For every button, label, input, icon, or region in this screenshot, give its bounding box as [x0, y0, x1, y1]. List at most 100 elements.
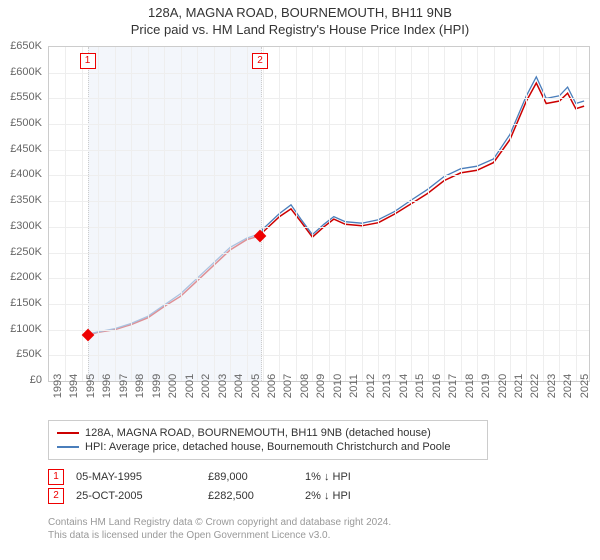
x-axis-tick: 2007 [282, 374, 294, 398]
sale-row-date: 05-MAY-1995 [76, 471, 196, 483]
sale-row-price: £89,000 [208, 471, 293, 483]
gridline-v [378, 47, 379, 381]
x-axis-tick: 1994 [68, 374, 80, 398]
x-axis-tick: 2003 [217, 374, 229, 398]
y-axis-tick: £300K [0, 220, 42, 232]
gridline-v [461, 47, 462, 381]
y-axis-tick: £0 [0, 374, 42, 386]
sale-marker-label: 2 [252, 53, 268, 69]
x-axis-tick: 2012 [365, 374, 377, 398]
gridline-v [263, 47, 264, 381]
gridline-v [477, 47, 478, 381]
gridline-v [329, 47, 330, 381]
gridline-v [526, 47, 527, 381]
chart-title: 128A, MAGNA ROAD, BOURNEMOUTH, BH11 9NB [0, 0, 600, 22]
gridline-v [345, 47, 346, 381]
gridline-v [559, 47, 560, 381]
x-axis-tick: 2019 [480, 374, 492, 398]
gridline-v [82, 47, 83, 381]
sale-row-hpi-delta: 1% ↓ HPI [305, 471, 395, 483]
gridline-v [411, 47, 412, 381]
legend-label: 128A, MAGNA ROAD, BOURNEMOUTH, BH11 9NB … [85, 427, 431, 439]
sale-row: 1 05-MAY-1995 £89,000 1% ↓ HPI [48, 469, 395, 485]
sale-row: 2 25-OCT-2005 £282,500 2% ↓ HPI [48, 488, 395, 504]
gridline-h [49, 253, 589, 254]
chart-legend: 128A, MAGNA ROAD, BOURNEMOUTH, BH11 9NB … [48, 420, 488, 460]
x-axis-tick: 2015 [414, 374, 426, 398]
x-axis-tick: 1993 [52, 374, 64, 398]
gridline-v [197, 47, 198, 381]
x-axis-tick: 2009 [315, 374, 327, 398]
x-axis-tick: 2004 [233, 374, 245, 398]
gridline-v [395, 47, 396, 381]
sale-row-hpi-delta: 2% ↓ HPI [305, 490, 395, 502]
x-axis-tick: 2008 [299, 374, 311, 398]
sale-row-number: 1 [48, 469, 64, 485]
x-axis-tick: 2021 [513, 374, 525, 398]
gridline-v [494, 47, 495, 381]
x-axis-tick: 2024 [562, 374, 574, 398]
gridline-v [148, 47, 149, 381]
gridline-v [181, 47, 182, 381]
gridline-v [296, 47, 297, 381]
gridline-h [49, 73, 589, 74]
gridline-v [428, 47, 429, 381]
x-axis-tick: 2014 [398, 374, 410, 398]
gridline-v [131, 47, 132, 381]
y-axis-tick: £50K [0, 348, 42, 360]
gridline-h [49, 201, 589, 202]
x-axis-tick: 2025 [579, 374, 591, 398]
gridline-v [576, 47, 577, 381]
x-axis-tick: 2016 [431, 374, 443, 398]
gridline-v [214, 47, 215, 381]
gridline-h [49, 355, 589, 356]
y-axis-tick: £650K [0, 40, 42, 52]
y-axis-tick: £100K [0, 323, 42, 335]
gridline-v [65, 47, 66, 381]
x-axis-tick: 2020 [497, 374, 509, 398]
sale-row-price: £282,500 [208, 490, 293, 502]
y-axis-tick: £250K [0, 246, 42, 258]
gridline-v [164, 47, 165, 381]
sale-row-date: 25-OCT-2005 [76, 490, 196, 502]
gridline-h [49, 175, 589, 176]
x-axis-tick: 2002 [200, 374, 212, 398]
gridline-h [49, 304, 589, 305]
x-axis-tick: 1999 [151, 374, 163, 398]
shaded-range [88, 47, 263, 381]
legend-swatch [57, 446, 79, 448]
y-axis-tick: £350K [0, 194, 42, 206]
gridline-v [362, 47, 363, 381]
y-axis-tick: £200K [0, 271, 42, 283]
x-axis-tick: 2010 [332, 374, 344, 398]
gridline-v [279, 47, 280, 381]
gridline-v [230, 47, 231, 381]
gridline-h [49, 124, 589, 125]
legend-swatch [57, 432, 79, 434]
sale-row-number: 2 [48, 488, 64, 504]
x-axis-tick: 2023 [546, 374, 558, 398]
legend-label: HPI: Average price, detached house, Bour… [85, 441, 450, 453]
x-axis-tick: 1995 [85, 374, 97, 398]
gridline-v [247, 47, 248, 381]
x-axis-tick: 2018 [464, 374, 476, 398]
x-axis-tick: 1998 [134, 374, 146, 398]
x-axis-tick: 2000 [167, 374, 179, 398]
copyright-line1: Contains HM Land Registry data © Crown c… [48, 516, 391, 529]
x-axis-tick: 2001 [184, 374, 196, 398]
gridline-h [49, 278, 589, 279]
x-axis-tick: 2011 [348, 374, 360, 398]
sales-table: 1 05-MAY-1995 £89,000 1% ↓ HPI 2 25-OCT-2005 £… [48, 466, 395, 507]
x-axis-tick: 2005 [250, 374, 262, 398]
gridline-v [510, 47, 511, 381]
gridline-h [49, 227, 589, 228]
chart-plot-area: 12 [48, 46, 590, 382]
gridline-v [115, 47, 116, 381]
y-axis-tick: £600K [0, 66, 42, 78]
y-axis-tick: £550K [0, 91, 42, 103]
y-axis-tick: £500K [0, 117, 42, 129]
gridline-h [49, 330, 589, 331]
gridline-h [49, 150, 589, 151]
y-axis-tick: £150K [0, 297, 42, 309]
legend-item: HPI: Average price, detached house, Bour… [57, 440, 479, 454]
